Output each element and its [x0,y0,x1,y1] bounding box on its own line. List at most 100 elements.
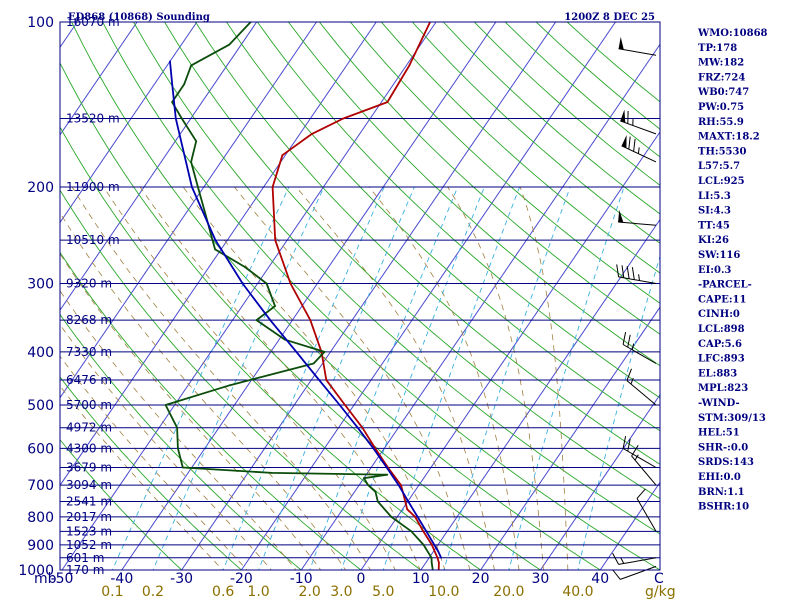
height-labels: 16070 m 13520 m 11900 m 10510 m 9320 m 8268 m… [66,15,120,577]
parcel-path-point [191,186,193,188]
wind-barb [636,488,657,532]
height-label: 170 m [66,563,104,577]
wind-barb-shaft [622,344,657,364]
temperature-tick-label: -10 [290,571,313,587]
dewpoint-profile-point [171,101,174,103]
wind-barb-flag [612,553,620,565]
wind-barb-shaft [618,48,657,56]
moist-adiabat-line [139,186,421,570]
index-line: STM:309/13 [698,413,766,424]
dewpoint-profile-point [180,117,183,120]
wind-barb [618,36,657,56]
wind-barb-pennant [618,36,624,50]
height-label: 5700 m [66,398,112,412]
wind-barb-flag [628,136,631,150]
wind-barb-flag [627,334,631,348]
isotherm-line [240,22,616,570]
moist-adiabat-line [71,186,371,570]
wind-barb-flag [612,569,621,580]
wind-barb-half-flag [630,377,634,385]
moist-adiabat-line [234,186,471,570]
parcel-path-point [372,447,375,450]
header-station: ED868 (10868) Sounding [68,12,210,23]
mixing-ratio-line [111,186,290,570]
wind-barb-flag [631,444,639,457]
wind-barb-shaft [618,557,657,565]
dewpoint-profile-point [195,140,198,143]
index-line: WB0:747 [697,87,749,98]
header-time: 1200Z 8 DEC 25 [564,12,655,23]
height-label: 3679 m [66,460,112,474]
temperature-profile-point [344,404,346,406]
moist-adiabat-line [182,186,446,570]
dewpoint-profile-point [323,351,326,353]
temperature-tick-label: -20 [230,571,253,587]
parcel-path-point [169,60,171,63]
height-label: 3094 m [66,478,112,492]
mb-unit-label: mb [34,571,57,587]
wind-barb [618,210,657,226]
moist-adiabat-line [447,186,544,570]
moist-adiabat-line [295,186,495,570]
height-label: 11900 m [66,180,120,194]
pressure-tick-label: 500 [27,398,54,414]
index-line: SRDS:143 [698,457,754,468]
height-label: 1523 m [66,524,112,538]
dry-adiabat-line [380,22,660,274]
wind-barb-half-flag [637,147,640,154]
mixing-ratio-unit-label: g/kg [645,584,676,600]
dewpoint-profile-point [312,362,315,365]
isotherm-line [539,393,660,570]
index-line: SI:4.3 [698,206,731,217]
dry-adiabat-line [60,251,362,570]
wind-barb-pennant [618,210,624,223]
wind-barb-flag [626,368,632,381]
isobar-grid [60,21,660,571]
dry-adiabat-line [350,22,660,304]
parcel-path-point [171,83,174,86]
temperature-profile-point [311,133,313,135]
index-line: EI:0.3 [698,265,731,276]
mixing-ratio-line [443,186,571,570]
isotherm-line [60,22,317,399]
mixing-ratio-line [382,186,521,570]
wind-barb-half-flag [638,274,640,281]
dewpoint-profile-point [190,64,193,67]
mixing-ratio-tick-label: 3.0 [330,584,352,600]
dry-adiabat-line [164,22,660,500]
moist-adiabat-line [60,385,224,570]
mixing-ratio-tick-label: 5.0 [372,584,394,600]
temperature-profile-point [271,186,274,188]
temperature-profile-point [309,319,312,321]
index-line: LCL:898 [698,324,745,335]
wind-barb-shaft [618,276,657,284]
temperature-profile-point [400,484,402,486]
dewpoint-profile-point [265,282,268,285]
index-line: -WIND- [698,398,740,409]
dewpoint-profile-point [363,477,365,480]
wind-barb-shaft [618,221,657,226]
height-label: 601 m [66,551,104,565]
index-line: LI:5.3 [698,191,731,202]
height-label: 10510 m [66,233,120,247]
height-label: 2017 m [66,510,112,524]
isotherm-line [61,22,437,570]
moist-adiabat-line [60,290,297,570]
parcel-path-point [174,117,177,120]
dry-adiabat-line [60,376,243,570]
pressure-tick-label: 600 [27,441,54,457]
temperature-profile-point [386,101,389,103]
dewpoint-profile-point [430,561,433,564]
wind-barb [616,264,657,284]
temperature-profile-point [414,516,417,518]
dewpoint-profile-point [430,556,433,559]
index-line: TH:5530 [698,146,746,157]
index-line: RH:55.9 [698,117,744,128]
temperature-profile-point [408,64,411,67]
dewpoint-profile-point [229,384,231,387]
index-line: FRZ:724 [698,72,745,83]
moist-adiabat-line [519,186,569,570]
wind-barb-flag [627,438,631,452]
pressure-tick-label: 1000 [18,563,54,579]
index-line: CAP:5.6 [698,339,742,350]
